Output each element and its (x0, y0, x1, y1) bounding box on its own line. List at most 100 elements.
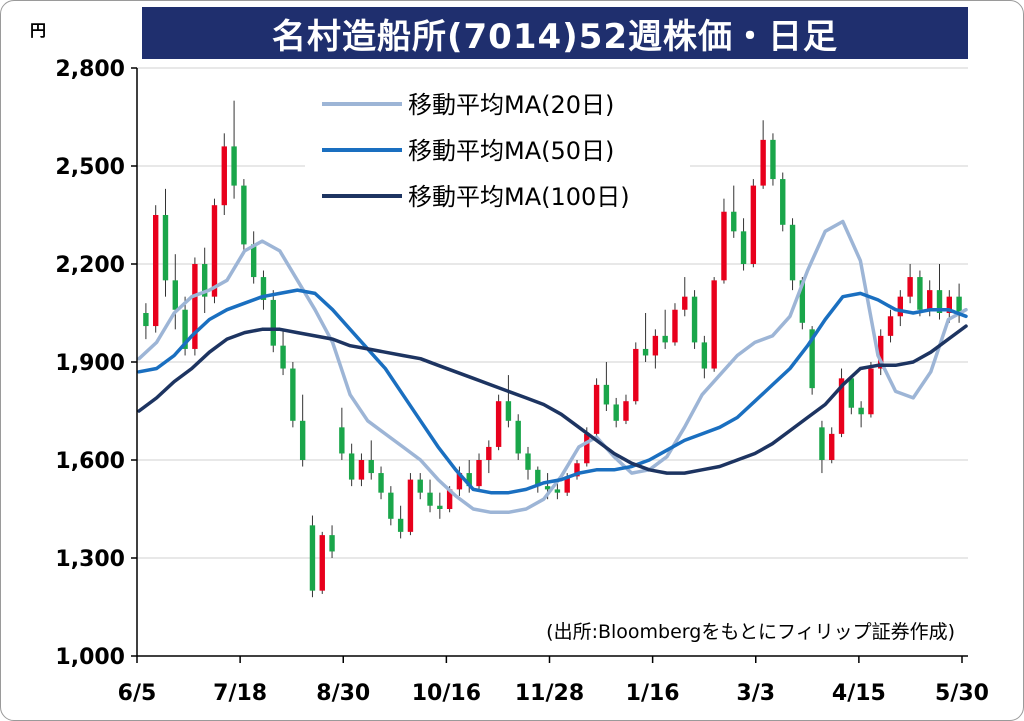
y-tick-label: 2,200 (55, 253, 125, 278)
x-tick-label: 7/18 (213, 681, 267, 706)
candle-body (417, 479, 423, 493)
candle-body (633, 348, 639, 402)
x-tick-label: 8/30 (316, 681, 370, 706)
candle-body (535, 469, 541, 487)
candle-body (153, 215, 159, 327)
candle-body (201, 264, 208, 297)
candle-body (819, 427, 825, 460)
candle-body (711, 280, 717, 369)
candle-body (917, 277, 923, 310)
candle-body (564, 476, 570, 493)
x-tick-label: 5/30 (935, 681, 989, 706)
candle-body (495, 401, 502, 447)
legend-label: 移動平均MA(100日) (408, 183, 630, 211)
candle-body (623, 401, 629, 421)
candle-body (260, 277, 267, 300)
candle-body (329, 535, 335, 552)
candle-body (927, 290, 933, 310)
candle-body (584, 433, 590, 464)
candle-body (682, 296, 688, 310)
candle-body (270, 299, 276, 346)
candle-body (858, 407, 864, 415)
candle-body (231, 146, 237, 186)
candle-body (407, 479, 414, 532)
candle-body (505, 401, 512, 421)
candle-body (241, 185, 247, 245)
candle-body (760, 139, 766, 186)
candle-body (162, 215, 169, 281)
candle-body (731, 211, 737, 232)
candle-body (907, 277, 913, 297)
candle-body (789, 224, 796, 281)
y-tick-label: 1,600 (55, 449, 125, 474)
candle-body (143, 313, 149, 327)
x-tick-label: 3/3 (736, 681, 775, 706)
x-tick-label: 6/5 (118, 681, 157, 706)
x-tick-label: 10/16 (412, 681, 481, 706)
axes: 1,000 1,300 1,600 1,900 2,200 2,500 2,800 6/5 7/… (55, 57, 989, 706)
candle-body (339, 427, 345, 454)
candle-body (848, 378, 855, 408)
candle-body (642, 348, 649, 356)
candle-body (691, 296, 698, 343)
candle-body (662, 335, 668, 343)
candle-body (829, 433, 835, 460)
candle-body (515, 420, 521, 454)
candle-body (319, 535, 325, 591)
candlestick-series (143, 100, 962, 598)
candle-body (799, 280, 806, 323)
candle-body (446, 489, 453, 509)
candle-body (554, 489, 561, 493)
candle-body (672, 309, 678, 343)
ma-line (137, 324, 968, 475)
y-axis-unit: 円 (30, 21, 46, 40)
candle-body (299, 420, 306, 460)
candle-body (593, 384, 600, 434)
x-tick-label: 1/16 (626, 681, 680, 706)
candle-body (750, 185, 757, 264)
candle-body (721, 211, 727, 281)
candle-body (368, 460, 374, 474)
candle-body (290, 368, 296, 421)
candle-body (613, 404, 619, 421)
candle-body (456, 473, 463, 490)
candle-body (378, 473, 384, 493)
ma-line (137, 288, 968, 495)
candle-body (348, 453, 355, 480)
candle-body (868, 368, 874, 415)
candle-body (770, 139, 776, 180)
candle-body (397, 518, 404, 532)
legend-label: 移動平均MA(50日) (408, 137, 614, 165)
y-tick-label: 1,000 (55, 645, 125, 670)
candle-body (780, 179, 786, 225)
candle-body (701, 342, 708, 369)
candle-body (740, 231, 747, 264)
candle-body (437, 505, 443, 509)
candle-body (887, 316, 894, 336)
candle-body (544, 486, 551, 490)
legend: 移動平均MA(20日) 移動平均MA(50日) 移動平均MA(100日) (305, 82, 690, 214)
candle-body (172, 280, 178, 310)
candle-body (652, 335, 659, 356)
source-note: (出所:Bloombergをもとにフィリップ証券作成) (546, 621, 955, 643)
candle-body (221, 146, 227, 206)
x-tick-label: 11/28 (515, 681, 584, 706)
y-tick-label: 1,900 (55, 351, 125, 376)
candle-body (936, 290, 943, 313)
candle-body (250, 244, 257, 278)
candle-body (838, 378, 845, 434)
candle-body (486, 446, 492, 460)
candle-body (809, 329, 815, 389)
candle-body (192, 264, 198, 349)
candle-body (427, 492, 433, 506)
legend-label: 移動平均MA(20日) (408, 91, 614, 119)
candle-body (525, 453, 531, 470)
y-tick-label: 2,800 (55, 57, 125, 82)
candle-body (280, 345, 286, 369)
ma-line (137, 219, 968, 515)
candle-body (211, 205, 218, 297)
candle-body (956, 296, 962, 313)
candle-body (574, 463, 580, 477)
candle-body (182, 309, 188, 349)
